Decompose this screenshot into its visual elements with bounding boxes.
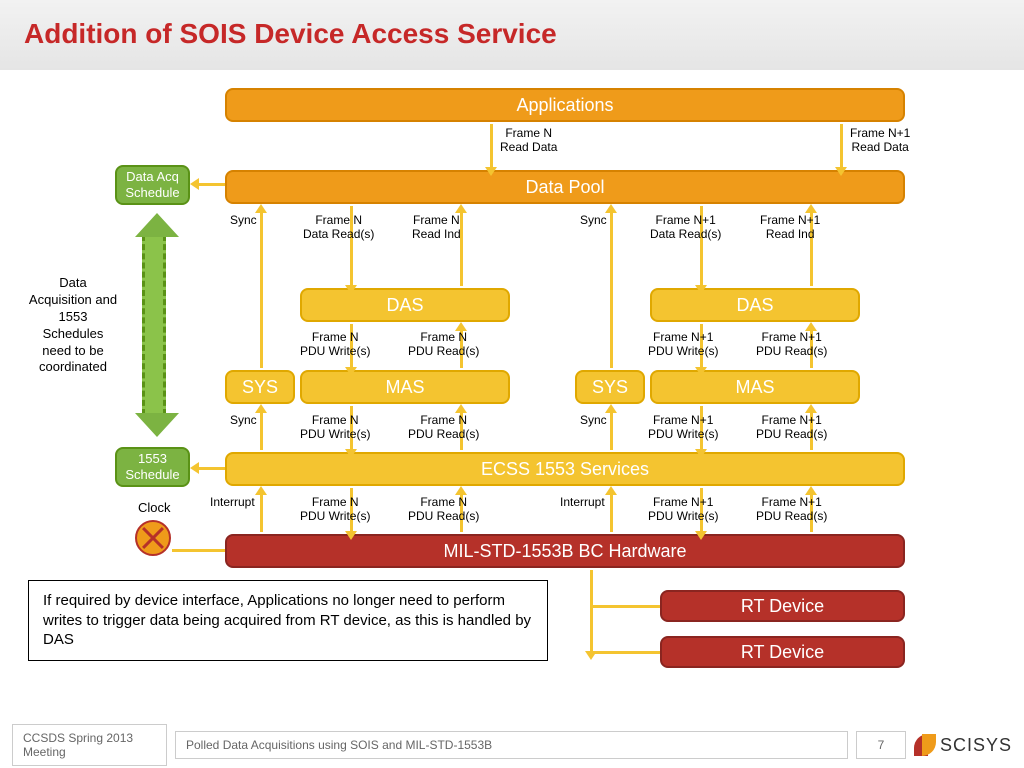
lbl-sync-2: Sync [580,213,607,227]
1553-schedule-box: 1553 Schedule [115,447,190,487]
lbl-pdur-5: Frame N PDU Read(s) [408,495,479,524]
datapool-box: Data Pool [225,170,905,204]
clock-label: Clock [138,500,171,515]
arrow-clock-to-hw [172,549,225,552]
lbl-dataread-1: Frame N Data Read(s) [303,213,374,242]
lbl-pduw-2: Frame N+1 PDU Write(s) [648,330,718,359]
diagram-area: Applications Data Pool DAS DAS SYS MAS S… [0,80,1024,700]
mas-box-2: MAS [650,370,860,404]
footer-subtitle: Polled Data Acquisitions using SOIS and … [175,731,848,759]
lbl-pduw-1: Frame N PDU Write(s) [300,330,370,359]
rt-device-2: RT Device [660,636,905,668]
note-box: If required by device interface, Applica… [28,580,548,661]
das-box-1: DAS [300,288,510,322]
arrow-to-dataacq [198,183,225,186]
lbl-interrupt-1: Interrupt [210,495,255,509]
arrow-sync-2 [610,212,613,368]
lbl-pduw-4: Frame N+1 PDU Write(s) [648,413,718,442]
arrow-app-dp-1 [490,124,493,168]
arrow-sys-ecss-2 [610,412,613,450]
logo-mark-icon [914,734,936,756]
rt-device-1: RT Device [660,590,905,622]
lbl-pduw-6: Frame N+1 PDU Write(s) [648,495,718,524]
lbl-readind-2: Frame N+1 Read Ind [760,213,820,242]
page-title: Addition of SOIS Device Access Service [24,18,1000,50]
applications-box: Applications [225,88,905,122]
sys-box-1: SYS [225,370,295,404]
conn-rt2-h [590,651,660,654]
lbl-interrupt-2: Interrupt [560,495,605,509]
sidenote-text: Data Acquisition and 1553 Schedules need… [28,275,118,376]
footer-page: 7 [856,731,906,759]
lbl-frameN-read: Frame N Read Data [500,126,557,155]
lbl-sync-3: Sync [230,413,257,427]
conn-rt1-h [590,605,660,608]
lbl-pdur-4: Frame N+1 PDU Read(s) [756,413,827,442]
arrow-ecss-hw-int1 [260,494,263,532]
lbl-pduw-5: Frame N PDU Write(s) [300,495,370,524]
logo: SCISYS [914,734,1012,756]
ecss-box: ECSS 1553 Services [225,452,905,486]
coordination-arrow [142,235,166,415]
lbl-sync-1: Sync [230,213,257,227]
milstd-box: MIL-STD-1553B BC Hardware [225,534,905,568]
footer: CCSDS Spring 2013 Meeting Polled Data Ac… [0,722,1024,768]
lbl-pdur-3: Frame N PDU Read(s) [408,413,479,442]
lbl-sync-4: Sync [580,413,607,427]
conn-rt-v [590,570,593,652]
lbl-dataread-2: Frame N+1 Data Read(s) [650,213,721,242]
lbl-frameN1-read: Frame N+1 Read Data [850,126,910,155]
logo-text: SCISYS [940,735,1012,756]
arrow-ecss-hw-int2 [610,494,613,532]
sys-box-2: SYS [575,370,645,404]
arrow-sync-1 [260,212,263,368]
arrow-to-1553sched [198,467,225,470]
data-acq-schedule-box: Data Acq Schedule [115,165,190,205]
footer-meeting: CCSDS Spring 2013 Meeting [12,724,167,767]
lbl-pdur-6: Frame N+1 PDU Read(s) [756,495,827,524]
das-box-2: DAS [650,288,860,322]
lbl-pdur-2: Frame N+1 PDU Read(s) [756,330,827,359]
lbl-pdur-1: Frame N PDU Read(s) [408,330,479,359]
mas-box-1: MAS [300,370,510,404]
arrow-app-dp-2 [840,124,843,168]
header-bar: Addition of SOIS Device Access Service [0,0,1024,70]
lbl-readind-1: Frame N Read Ind [412,213,461,242]
clock-icon [135,520,171,556]
arrow-sys-ecss-1 [260,412,263,450]
lbl-pduw-3: Frame N PDU Write(s) [300,413,370,442]
